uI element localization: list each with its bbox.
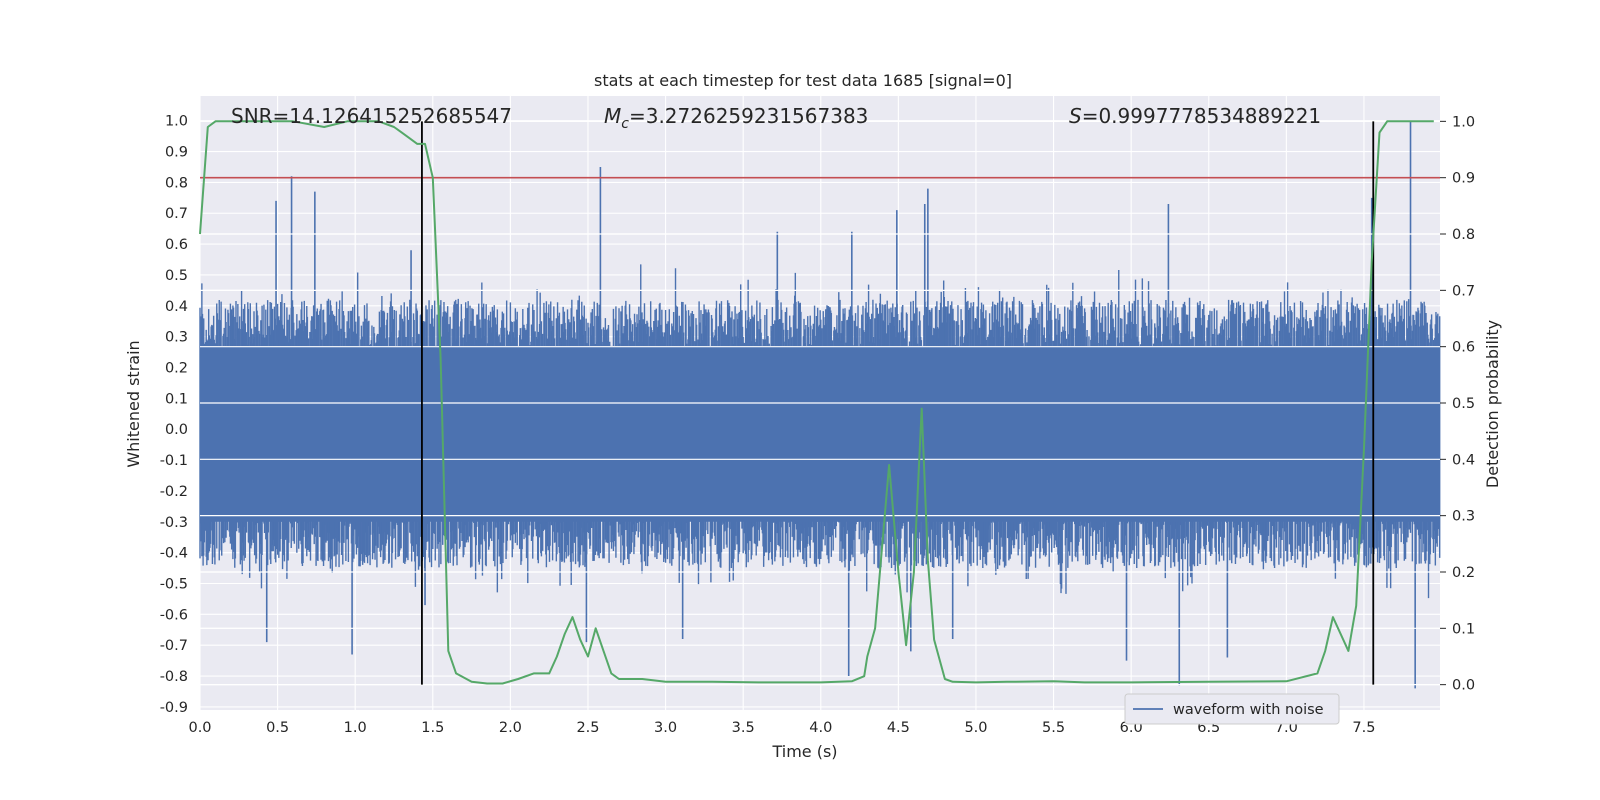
probability-series	[199, 120, 1434, 685]
chirp-mass-annotation: Mc=3.2726259231567383	[604, 104, 868, 132]
x-tick-label: 1.5	[421, 720, 444, 736]
y2-tick-label: 0.0	[1452, 678, 1475, 694]
y2-tick-label: 1.0	[1452, 114, 1475, 130]
legend-label-waveform: waveform with noise	[1173, 702, 1324, 718]
probability-line	[199, 120, 1434, 685]
s-annotation: S=0.9997778534889221	[1069, 104, 1321, 128]
y-tick-label: 1.0	[165, 114, 188, 130]
y-tick-label: -0.5	[160, 576, 188, 592]
chart-title: stats at each timestep for test data 168…	[594, 71, 1012, 90]
y-tick-label: 0.5	[165, 268, 188, 284]
y-axis-label: Whitened strain	[124, 340, 143, 467]
y2-axis-ticks: 1.0 0.9 0.8 0.7 0.6 0.5 0.4 0.3 0.2 0.1 0.0	[1440, 114, 1475, 694]
y-tick-label: -0.8	[160, 669, 188, 685]
snr-annotation: SNR=14.126415252685547	[231, 104, 512, 128]
y-tick-label: 0.9	[165, 145, 188, 161]
y-tick-label: 0.2	[165, 361, 188, 377]
x-tick-label: 7.5	[1352, 720, 1375, 736]
x-tick-label: 4.0	[809, 720, 832, 736]
y-tick-label: 0.6	[165, 237, 188, 253]
y-tick-label: -0.2	[160, 484, 188, 500]
y2-tick-label: 0.6	[1452, 340, 1475, 356]
y-axis-ticks: 1.0 0.9 0.8 0.7 0.6 0.5 0.4 0.3 0.2 0.1 0.0 -0.1 -0.…	[160, 114, 188, 716]
x-tick-label: 3.5	[732, 720, 755, 736]
legend-box	[1124, 693, 1340, 725]
x-axis-ticks: 0.0 0.5 1.0 1.5 2.0 2.5 3.0 3.5 4.0 4.5 5.0 5.5 6.0 6…	[188, 720, 1375, 736]
chirp-mass-value: =3.2726259231567383	[629, 104, 868, 128]
y2-tick-label: 0.4	[1452, 452, 1475, 468]
y-tick-label: 0.4	[165, 299, 188, 315]
x-tick-label: 0.0	[188, 720, 211, 736]
y2-tick-label: 0.7	[1452, 283, 1475, 299]
y-tick-label: 0.3	[165, 330, 188, 346]
x-tick-label: 0.5	[266, 720, 289, 736]
y-tick-label: -0.1	[160, 453, 188, 469]
y2-tick-label: 0.3	[1452, 509, 1475, 525]
legend: waveform with noise	[1124, 693, 1340, 725]
y-tick-label: 0.7	[165, 206, 188, 222]
y-tick-label: -0.6	[160, 607, 188, 623]
waveform-series	[199, 120, 1441, 689]
x-tick-label: 3.0	[654, 720, 677, 736]
threshold-line-group	[200, 120, 1440, 686]
y2-tick-label: 0.1	[1452, 621, 1475, 637]
vertical-markers	[421, 121, 1375, 685]
x-tick-label: 5.0	[964, 720, 987, 736]
y2-axis-label: Detection probability	[1483, 320, 1502, 488]
chirp-mass-symbol: M	[604, 104, 621, 128]
y-tick-label: -0.3	[160, 515, 188, 531]
x-tick-label: 2.0	[499, 720, 522, 736]
chirp-mass-subscript: c	[621, 116, 629, 132]
x-tick-label: 2.5	[576, 720, 599, 736]
s-value: =0.9997778534889221	[1082, 104, 1321, 128]
y2-tick-label: 0.8	[1452, 227, 1475, 243]
x-tick-label: 1.0	[344, 720, 367, 736]
y2-tick-label: 0.2	[1452, 565, 1475, 581]
y-tick-label: 0.0	[165, 422, 188, 438]
y-tick-label: -0.4	[160, 546, 188, 562]
x-tick-label: 4.5	[887, 720, 910, 736]
x-tick-label: 5.5	[1042, 720, 1065, 736]
waveform-core	[200, 345, 1440, 522]
s-symbol: S	[1069, 104, 1082, 128]
y-tick-label: 0.1	[165, 391, 188, 407]
y2-tick-label: 0.9	[1452, 171, 1475, 187]
y-tick-label: -0.7	[160, 638, 188, 654]
y-tick-label: 0.8	[165, 175, 188, 191]
y2-tick-label: 0.5	[1452, 396, 1475, 412]
y-tick-label: -0.9	[160, 700, 188, 716]
x-axis-label: Time (s)	[771, 742, 837, 761]
